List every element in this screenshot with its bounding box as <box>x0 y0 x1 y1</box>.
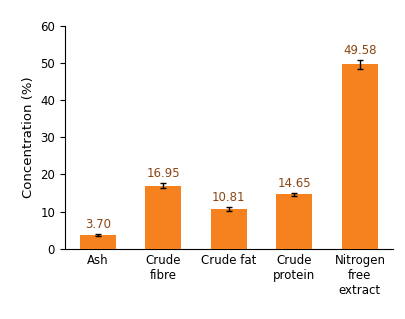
Y-axis label: Concentration (%): Concentration (%) <box>21 76 35 198</box>
Text: 16.95: 16.95 <box>147 167 180 180</box>
Bar <box>80 235 116 249</box>
Bar <box>211 209 247 249</box>
Bar <box>145 186 181 249</box>
Bar <box>342 64 378 249</box>
Text: 10.81: 10.81 <box>212 190 245 204</box>
Text: 49.58: 49.58 <box>343 44 377 57</box>
Bar <box>276 194 312 249</box>
Text: 3.70: 3.70 <box>85 218 111 231</box>
Text: 14.65: 14.65 <box>277 177 311 189</box>
